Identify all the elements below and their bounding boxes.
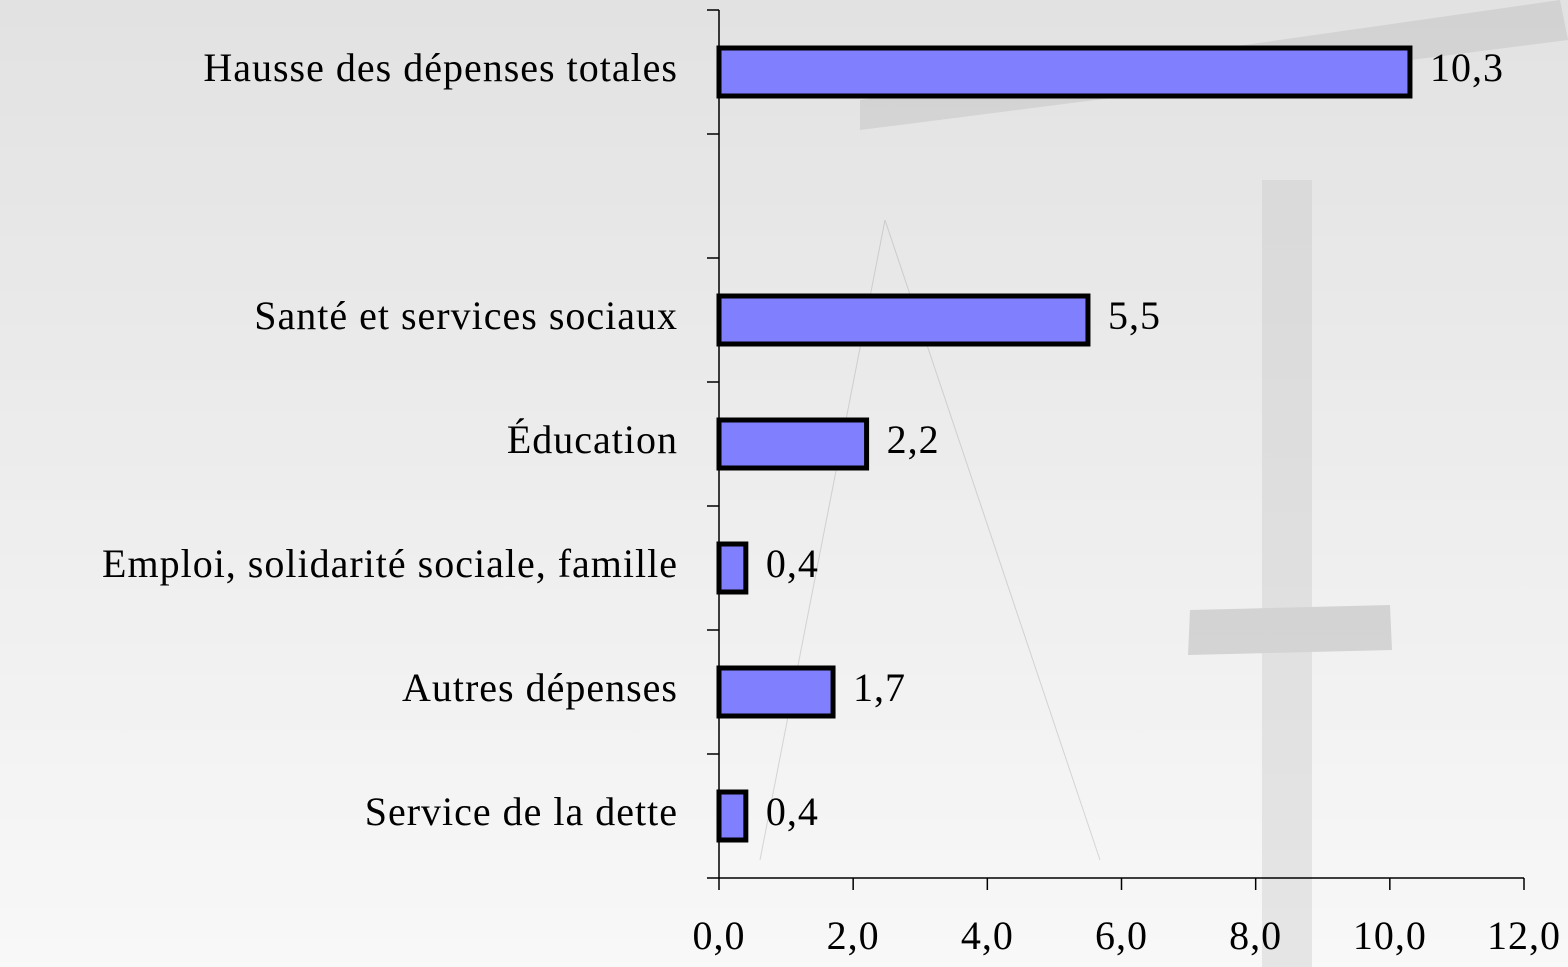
x-tick-label: 12,0 (1487, 913, 1561, 958)
value-label: 0,4 (766, 789, 819, 834)
x-tick-label: 6,0 (1095, 913, 1148, 958)
y-tick-label: Service de la dette (365, 789, 678, 834)
bar (716, 417, 870, 471)
x-tick-label: 8,0 (1229, 913, 1282, 958)
y-tick-label: Éducation (507, 417, 678, 462)
bar (716, 293, 1091, 347)
y-tick-label: Santé et services sociaux (254, 293, 678, 338)
value-label: 5,5 (1108, 293, 1161, 338)
bar (716, 45, 1413, 99)
value-label: 1,7 (853, 665, 906, 710)
x-tick-label: 4,0 (961, 913, 1014, 958)
value-label: 10,3 (1430, 45, 1504, 90)
y-tick-label: Autres dépenses (402, 665, 678, 710)
bar (716, 541, 749, 595)
x-tick-label: 10,0 (1353, 913, 1427, 958)
value-label: 0,4 (766, 541, 819, 586)
bar (716, 789, 749, 843)
x-tick-label: 0,0 (693, 913, 746, 958)
y-tick-label: Hausse des dépenses totales (203, 45, 678, 90)
value-label: 2,2 (887, 417, 940, 462)
y-tick-label: Emploi, solidarité sociale, famille (102, 541, 678, 586)
bar (716, 665, 836, 719)
x-tick-label: 2,0 (827, 913, 880, 958)
